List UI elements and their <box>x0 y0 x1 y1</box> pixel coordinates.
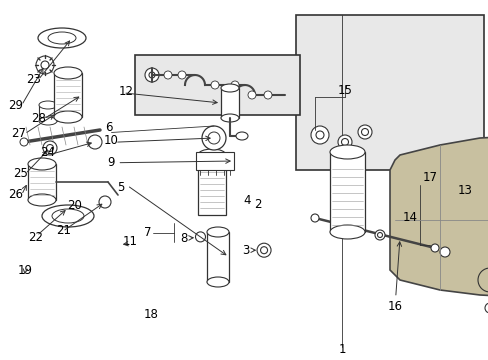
Circle shape <box>310 126 328 144</box>
Ellipse shape <box>206 227 228 237</box>
Bar <box>28 164 56 200</box>
Ellipse shape <box>198 149 225 161</box>
Ellipse shape <box>48 32 76 44</box>
Circle shape <box>20 138 28 146</box>
Text: 6: 6 <box>104 121 112 134</box>
Circle shape <box>195 232 205 242</box>
Bar <box>206 232 228 282</box>
Circle shape <box>357 125 371 139</box>
Bar <box>196 152 234 170</box>
Text: 25: 25 <box>13 167 28 180</box>
Text: 8: 8 <box>180 232 188 245</box>
Circle shape <box>230 81 239 89</box>
Ellipse shape <box>28 158 56 170</box>
Circle shape <box>310 214 318 222</box>
Circle shape <box>341 139 348 145</box>
Circle shape <box>315 131 324 139</box>
Text: 22: 22 <box>28 231 42 244</box>
Text: 18: 18 <box>143 309 158 321</box>
Circle shape <box>149 72 155 78</box>
Circle shape <box>43 141 57 155</box>
Circle shape <box>484 303 488 313</box>
Circle shape <box>210 81 219 89</box>
Bar <box>295 15 483 170</box>
Circle shape <box>354 225 364 235</box>
Circle shape <box>477 268 488 292</box>
Text: 2: 2 <box>254 198 262 211</box>
Circle shape <box>264 91 271 99</box>
Ellipse shape <box>52 209 84 223</box>
Text: 5: 5 <box>117 181 125 194</box>
Text: 16: 16 <box>386 242 402 314</box>
Circle shape <box>377 233 382 238</box>
Circle shape <box>99 196 111 208</box>
Circle shape <box>374 230 384 240</box>
Text: 10: 10 <box>104 134 119 147</box>
Polygon shape <box>389 135 488 298</box>
Text: 29: 29 <box>8 99 23 112</box>
Text: 19: 19 <box>18 264 33 276</box>
Ellipse shape <box>221 84 239 92</box>
Ellipse shape <box>39 117 57 125</box>
Bar <box>221 88 239 118</box>
Circle shape <box>260 247 267 254</box>
Text: 21: 21 <box>56 224 71 237</box>
Circle shape <box>430 244 438 252</box>
Circle shape <box>337 135 351 149</box>
Circle shape <box>36 56 54 74</box>
Bar <box>54 73 82 117</box>
Text: 17: 17 <box>422 171 437 184</box>
Ellipse shape <box>28 194 56 206</box>
Bar <box>329 152 364 232</box>
Text: 4: 4 <box>243 194 250 207</box>
Circle shape <box>163 71 172 79</box>
Ellipse shape <box>221 114 239 122</box>
Circle shape <box>88 135 102 149</box>
Circle shape <box>145 68 159 82</box>
Text: 9: 9 <box>107 156 115 169</box>
Text: 11: 11 <box>123 235 138 248</box>
Circle shape <box>46 144 53 152</box>
Text: 24: 24 <box>41 146 55 159</box>
Circle shape <box>41 61 49 69</box>
Text: 28: 28 <box>31 112 45 125</box>
Text: 14: 14 <box>402 211 416 224</box>
Bar <box>39 105 57 121</box>
Circle shape <box>361 129 368 135</box>
Text: 26: 26 <box>8 188 23 201</box>
Ellipse shape <box>54 111 82 123</box>
Ellipse shape <box>54 67 82 79</box>
Circle shape <box>247 91 256 99</box>
Bar <box>135 55 299 115</box>
Text: 12: 12 <box>119 85 133 98</box>
Text: 15: 15 <box>337 84 352 96</box>
Ellipse shape <box>329 225 364 239</box>
Ellipse shape <box>206 277 228 287</box>
Text: 1: 1 <box>338 343 346 356</box>
Text: 7: 7 <box>143 226 151 239</box>
Circle shape <box>257 243 270 257</box>
Ellipse shape <box>38 28 86 48</box>
Ellipse shape <box>42 205 94 227</box>
Circle shape <box>207 132 220 144</box>
Ellipse shape <box>39 101 57 109</box>
Circle shape <box>439 247 449 257</box>
Text: 13: 13 <box>457 184 472 197</box>
Circle shape <box>357 228 362 233</box>
Text: 3: 3 <box>241 244 249 257</box>
Text: 20: 20 <box>67 199 81 212</box>
Circle shape <box>202 126 225 150</box>
Ellipse shape <box>329 145 364 159</box>
Bar <box>198 155 225 215</box>
Circle shape <box>178 71 185 79</box>
Text: 23: 23 <box>26 73 41 86</box>
Text: 27: 27 <box>11 127 26 140</box>
Ellipse shape <box>236 132 247 140</box>
